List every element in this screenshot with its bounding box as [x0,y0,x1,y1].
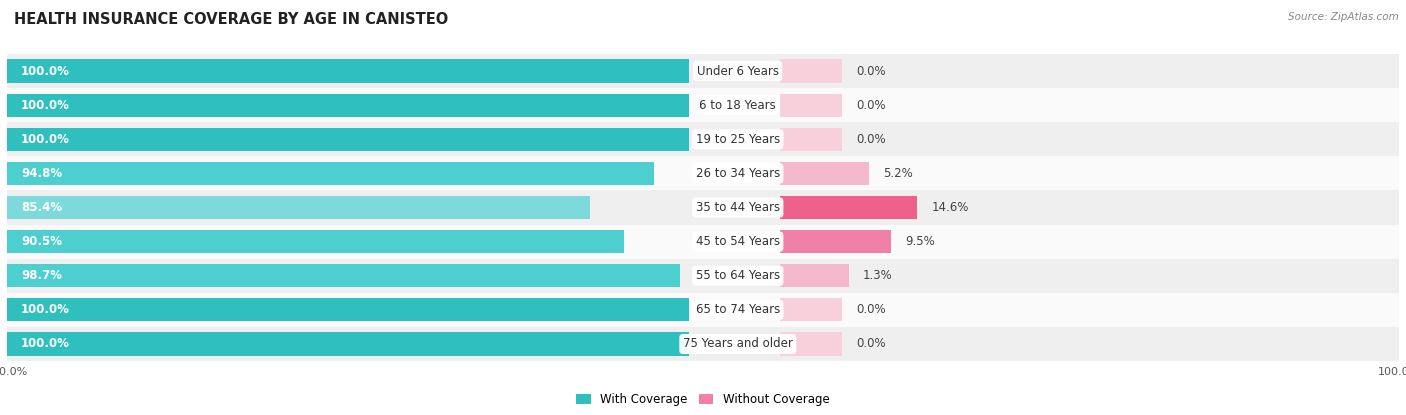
Bar [7,128,689,151]
Text: 19 to 25 Years: 19 to 25 Years [696,133,780,146]
Text: 0.0%: 0.0% [856,337,886,351]
Text: 75 Years and older: 75 Years and older [683,337,793,351]
Bar [779,298,842,322]
Text: Source: ZipAtlas.com: Source: ZipAtlas.com [1288,12,1399,22]
Bar [779,162,869,185]
Text: 26 to 34 Years: 26 to 34 Years [696,167,780,180]
Bar [7,59,689,83]
Text: 35 to 44 Years: 35 to 44 Years [696,201,780,214]
Text: 94.8%: 94.8% [21,167,62,180]
Text: 6 to 18 Years: 6 to 18 Years [699,99,776,112]
Bar [7,298,689,322]
Bar [779,128,842,151]
Bar [7,122,1399,156]
Bar [779,264,849,287]
Text: 0.0%: 0.0% [856,133,886,146]
Text: 100.0%: 100.0% [21,303,70,316]
Bar [7,225,1399,259]
Legend: With Coverage, Without Coverage: With Coverage, Without Coverage [572,388,834,410]
Bar [7,93,689,117]
Bar [7,332,689,356]
Text: 5.2%: 5.2% [883,167,912,180]
Bar [7,88,1399,122]
Text: 85.4%: 85.4% [21,201,62,214]
Text: 100.0%: 100.0% [21,64,70,78]
Bar [779,59,842,83]
Text: 98.7%: 98.7% [21,269,62,282]
Bar [779,230,891,253]
Bar [779,93,842,117]
Text: 0.0%: 0.0% [856,303,886,316]
Bar [7,162,654,185]
Text: 14.6%: 14.6% [931,201,969,214]
Bar [7,259,1399,293]
Text: 0.0%: 0.0% [856,64,886,78]
Text: 100.0%: 100.0% [21,337,70,351]
Bar [7,293,1399,327]
Bar [7,264,681,287]
Bar [7,230,624,253]
Bar [7,327,1399,361]
Bar [7,54,1399,88]
Text: 45 to 54 Years: 45 to 54 Years [696,235,780,248]
Text: 100.0%: 100.0% [21,99,70,112]
Bar [779,196,917,219]
Text: 0.0%: 0.0% [856,99,886,112]
Bar [7,190,1399,225]
Text: 55 to 64 Years: 55 to 64 Years [696,269,780,282]
Text: 100.0%: 100.0% [21,133,70,146]
Text: 1.3%: 1.3% [863,269,893,282]
Text: 90.5%: 90.5% [21,235,62,248]
Text: 65 to 74 Years: 65 to 74 Years [696,303,780,316]
Text: 9.5%: 9.5% [905,235,935,248]
Bar [779,332,842,356]
Text: HEALTH INSURANCE COVERAGE BY AGE IN CANISTEO: HEALTH INSURANCE COVERAGE BY AGE IN CANI… [14,12,449,27]
Bar [7,196,589,219]
Bar [7,156,1399,190]
Text: Under 6 Years: Under 6 Years [697,64,779,78]
